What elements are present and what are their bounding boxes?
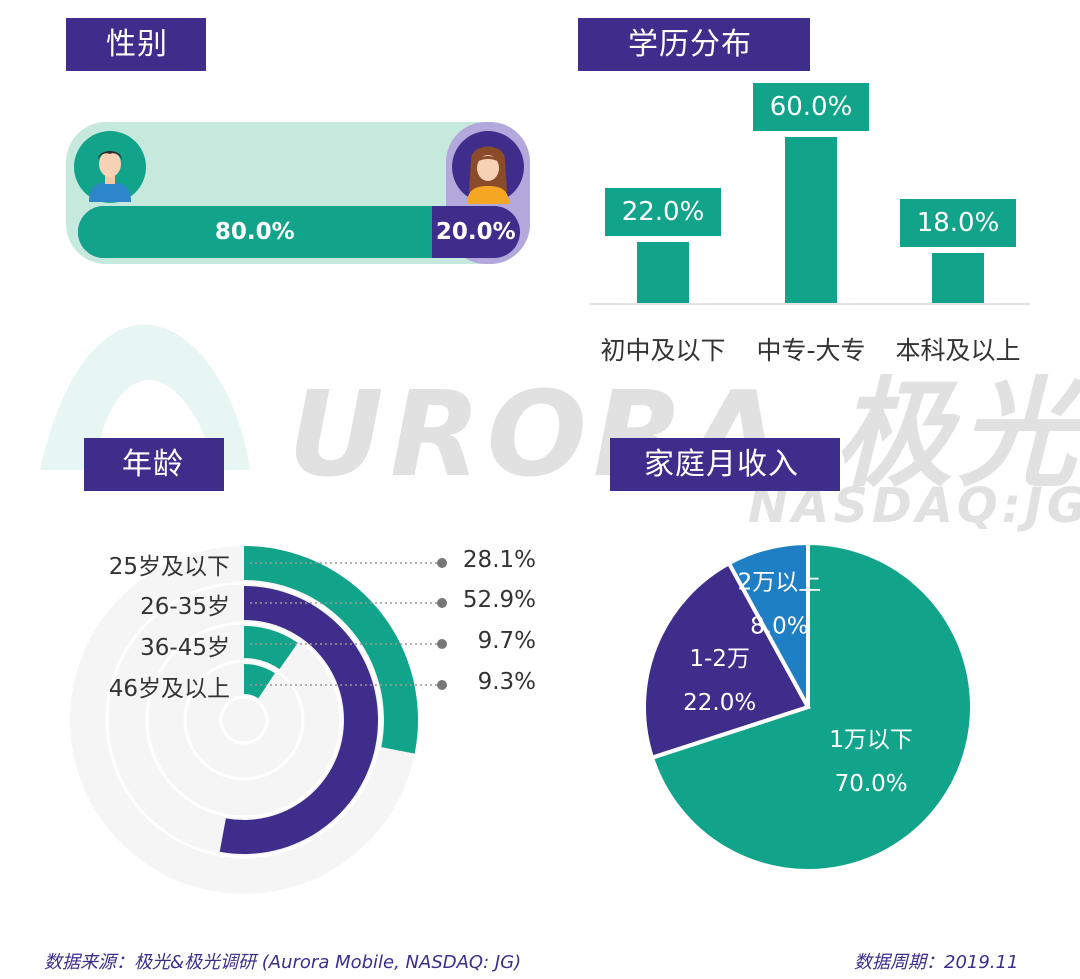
data-source-note: 数据来源：极光&极光调研 (Aurora Mobile, NASDAQ: JG) [44, 952, 522, 973]
income-category-label: 1万以下 [829, 727, 913, 753]
education-baseline [590, 303, 1030, 305]
education-value-label: 60.0% [753, 83, 869, 131]
education-bar [932, 253, 984, 303]
income-category-label: 2万以上 [738, 570, 822, 596]
education-section-title: 学历分布 [578, 18, 810, 71]
income-category-label: 1-2万 [689, 646, 750, 672]
age-value-label: 52.9% [462, 587, 536, 613]
age-category-label: 46岁及以上 [108, 676, 230, 702]
age-section-title: 年龄 [84, 438, 224, 491]
income-pie-slice [649, 540, 974, 873]
gender-male-value: 80.0% [78, 206, 432, 258]
education-category-label: 初中及以下 [600, 336, 726, 365]
data-period-note: 数据周期：2019.11 [854, 952, 1019, 973]
age-arc [244, 664, 275, 699]
gender-bar: 80.0% 20.0% [78, 206, 520, 258]
income-value-label: 22.0% [683, 690, 756, 716]
gender-female-value: 20.0% [435, 219, 516, 245]
income-pie-slice [642, 560, 811, 761]
education-value-label: 22.0% [605, 188, 721, 237]
education-bar [637, 242, 689, 303]
age-category-label: 26-35岁 [140, 594, 230, 620]
age-leader-dot [437, 598, 447, 608]
age-leader-dot [437, 558, 447, 568]
age-arc [244, 626, 298, 670]
age-track-divider [145, 621, 343, 819]
education-category-label: 中专-大专 [756, 336, 866, 365]
age-value-label: 9.3% [477, 669, 536, 695]
age-track-divider [183, 659, 305, 781]
age-value-label: 28.1% [462, 547, 536, 573]
age-arc [219, 586, 379, 855]
age-value-label: 9.7% [477, 628, 536, 654]
age-track-divider [219, 695, 269, 745]
education-category-label: 本科及以上 [895, 336, 1021, 365]
age-leader-dot [437, 639, 447, 649]
gender-section-title: 性别 [66, 18, 206, 71]
male-icon [74, 131, 146, 203]
income-value-label: 8.0% [750, 614, 808, 640]
income-pie-slice [726, 540, 810, 708]
education-bar [785, 137, 837, 303]
income-value-label: 70.0% [835, 771, 908, 797]
age-leader-dot [437, 680, 447, 690]
female-icon [452, 131, 524, 204]
age-category-label: 36-45岁 [140, 635, 230, 661]
age-category-label: 25岁及以下 [108, 554, 230, 580]
income-section-title: 家庭月收入 [610, 438, 840, 491]
education-value-label: 18.0% [900, 199, 1016, 248]
age-track-divider [105, 581, 383, 859]
age-arc [244, 546, 418, 754]
